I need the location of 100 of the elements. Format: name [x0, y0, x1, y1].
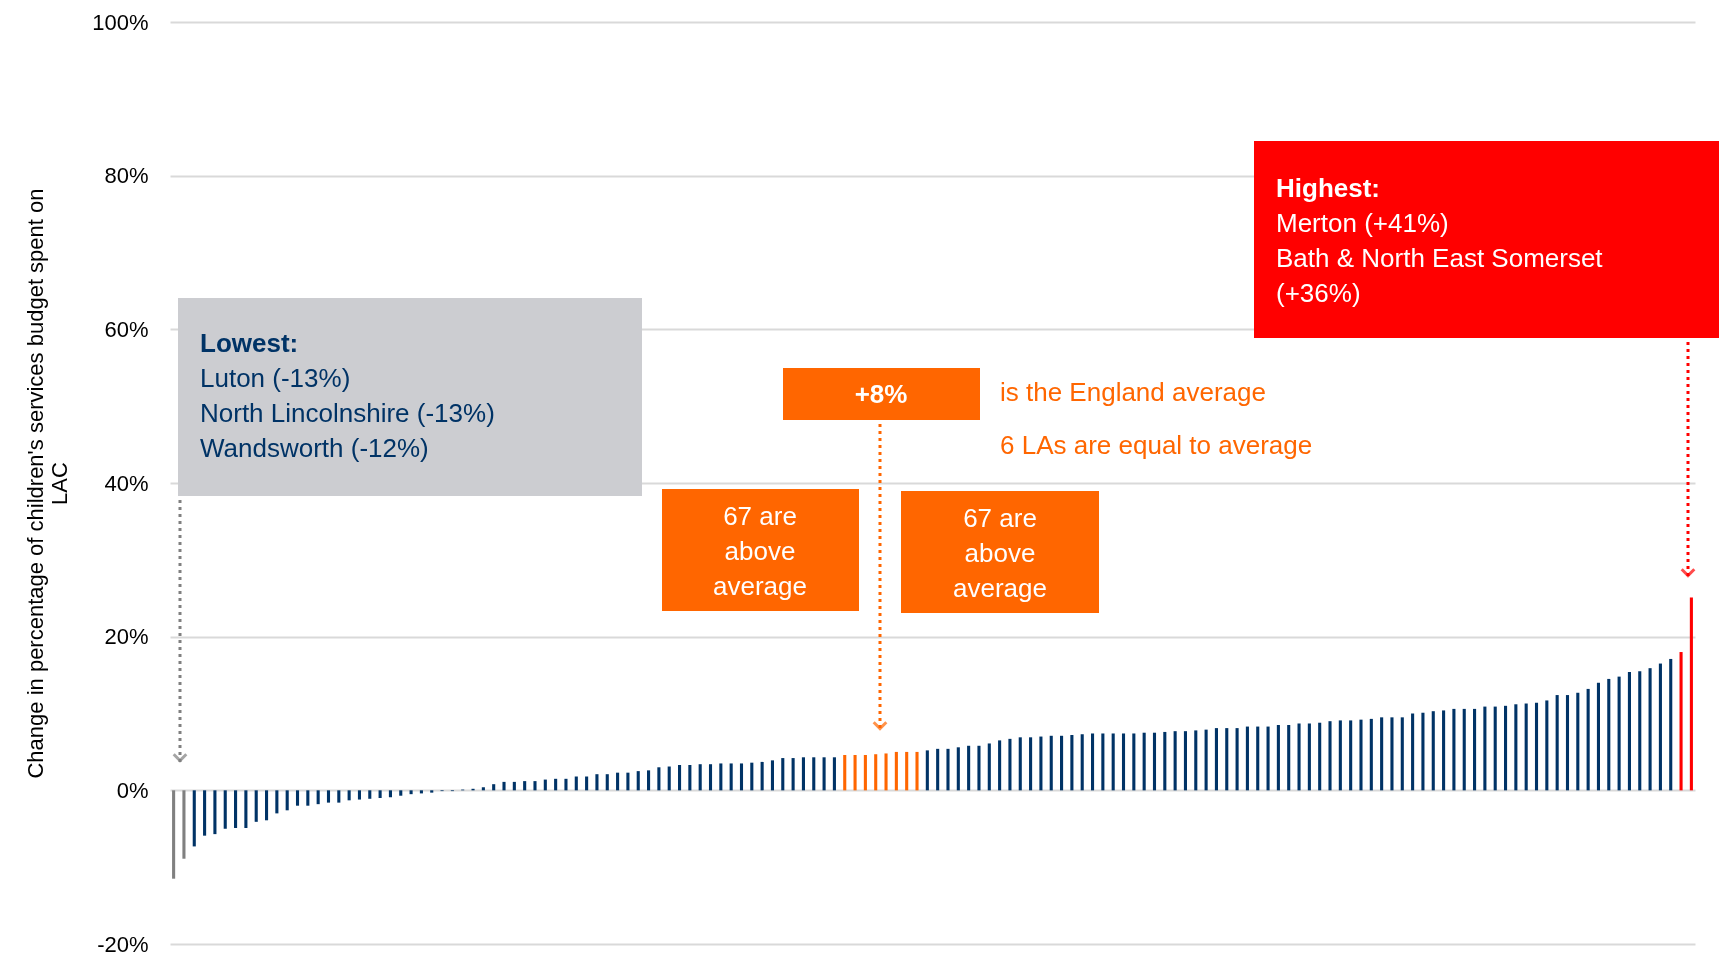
bar [1380, 717, 1384, 791]
bar [1596, 682, 1601, 791]
bar [419, 790, 423, 794]
bar [306, 790, 310, 806]
bar [512, 781, 516, 791]
bar [316, 790, 320, 805]
bar [698, 764, 702, 791]
bar [1276, 725, 1280, 791]
bar [636, 771, 640, 791]
bar [1503, 705, 1508, 791]
bar [1369, 718, 1373, 791]
bar [843, 754, 847, 791]
bar [1307, 723, 1311, 791]
bar [1183, 731, 1188, 791]
bar [1514, 704, 1518, 791]
y-tick-label: 20% [104, 624, 149, 650]
bar [1555, 695, 1559, 791]
bar [378, 790, 382, 799]
bar [234, 790, 238, 828]
bar [925, 750, 929, 791]
bar [192, 790, 196, 847]
bar [244, 790, 248, 828]
bar [956, 747, 960, 791]
bar [977, 745, 981, 791]
bar [285, 790, 289, 811]
annotation: 67 are above average [953, 503, 1047, 603]
bar [1194, 730, 1198, 791]
bar [1080, 734, 1084, 791]
bar [1421, 712, 1425, 791]
bar [368, 790, 372, 799]
bar [574, 776, 578, 791]
bar [1462, 708, 1466, 791]
annotation: Lowest: Luton (-13%) North Lincolnshire (-13%) Wandsworth (-12%) [200, 328, 495, 463]
bar [1163, 731, 1167, 791]
bar [1493, 706, 1497, 791]
bar [264, 790, 269, 821]
bar [1431, 711, 1435, 791]
bar [1101, 733, 1105, 791]
bar [770, 760, 775, 791]
bar [399, 790, 403, 796]
y-tick-label: 80% [104, 163, 149, 189]
bar [677, 764, 682, 791]
bar [347, 790, 351, 801]
bar [967, 745, 971, 791]
y-axis-title: Change in percentage of children's services budget spent on LAC [23, 188, 73, 779]
bar [905, 751, 909, 791]
bar [874, 754, 878, 791]
bar [1090, 733, 1095, 791]
bar [626, 772, 630, 791]
bar [543, 779, 547, 791]
bar [657, 767, 661, 791]
bar [523, 781, 527, 791]
bar [1338, 720, 1342, 791]
bar [1029, 737, 1033, 791]
bar [213, 790, 217, 835]
bar [172, 790, 176, 879]
bar [1442, 710, 1446, 791]
bar [1689, 597, 1693, 791]
bar [388, 790, 392, 798]
bar [182, 790, 186, 859]
annotation: +8% [854, 379, 908, 409]
bar [781, 758, 785, 791]
bar [822, 757, 826, 791]
bar [1669, 658, 1673, 791]
bar [1132, 733, 1136, 791]
bar [987, 743, 991, 791]
bar [533, 781, 537, 791]
bar [750, 762, 754, 791]
bar [1545, 700, 1549, 791]
bar [884, 753, 888, 791]
bar [605, 774, 609, 791]
bar [357, 790, 362, 800]
bar [832, 757, 836, 791]
bar [688, 764, 692, 791]
bar [595, 774, 599, 791]
bar [1245, 726, 1249, 791]
bar [1400, 717, 1404, 791]
bar [1565, 695, 1570, 791]
bar [1349, 720, 1353, 791]
bar [1658, 663, 1662, 791]
bar [502, 781, 506, 791]
bar [1008, 738, 1012, 791]
bar [1297, 723, 1301, 791]
y-tick-label: -20% [97, 931, 149, 955]
bar [915, 751, 919, 791]
bar [564, 778, 568, 791]
bar [223, 790, 227, 829]
bar [254, 790, 258, 822]
bar [337, 790, 341, 803]
bar [1648, 668, 1652, 791]
bar [894, 751, 898, 791]
bar [1318, 722, 1322, 791]
bar [430, 790, 434, 793]
bar [585, 776, 589, 791]
bar [853, 754, 857, 791]
bar [1018, 737, 1022, 791]
bar [936, 748, 940, 791]
bar [708, 764, 713, 791]
bar [1586, 688, 1590, 791]
bar [1214, 728, 1218, 791]
